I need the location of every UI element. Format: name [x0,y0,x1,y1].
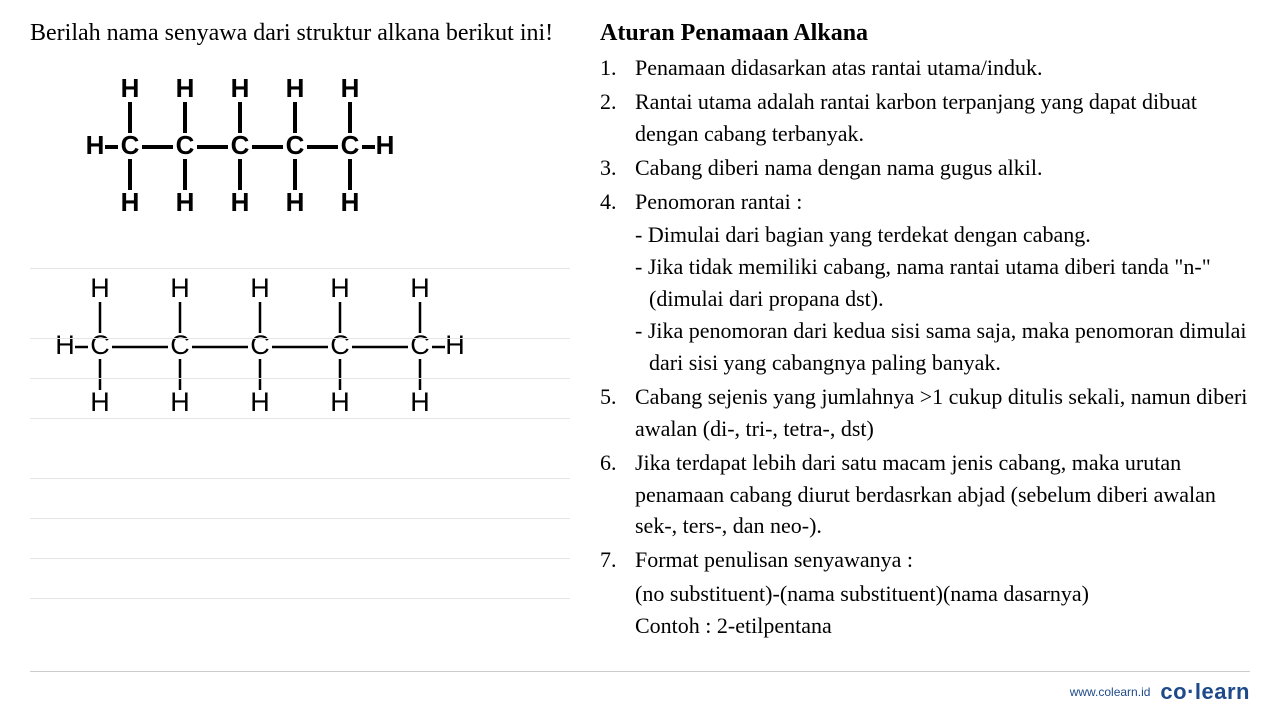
svg-text:H: H [376,130,395,160]
footer-divider [30,671,1250,672]
svg-text:H: H [170,387,190,417]
svg-text:C: C [231,130,250,160]
ruled-line [30,478,570,479]
rule-item: 7.Format penulisan senyawanya : [600,544,1250,576]
svg-text:C: C [250,330,270,360]
svg-text:H: H [250,387,270,417]
svg-text:H: H [86,130,105,160]
svg-text:H: H [121,73,140,103]
right-column: Aturan Penamaan Alkana 1.Penamaan didasa… [590,20,1250,660]
svg-text:C: C [170,330,190,360]
svg-text:C: C [90,330,110,360]
ruled-line [30,418,570,419]
svg-text:H: H [330,387,350,417]
rule-item: 2.Rantai utama adalah rantai karbon terp… [600,86,1250,150]
svg-text:H: H [121,187,140,217]
svg-text:C: C [286,130,305,160]
svg-text:H: H [55,330,75,360]
rule-item: 5.Cabang sejenis yang jumlahnya >1 cukup… [600,381,1250,445]
molecule-2-svg: CHHCHHCHHCHHCHHHH [40,262,550,432]
svg-text:H: H [176,187,195,217]
svg-text:C: C [176,130,195,160]
ruled-line [30,598,570,599]
footer-logo: co·learn [1160,679,1250,705]
rule-item: 1.Penamaan didasarkan atas rantai utama/… [600,52,1250,84]
svg-text:H: H [286,73,305,103]
molecule-1: CHHCHHCHHCHHCHHHH [70,62,570,232]
ruled-line [30,558,570,559]
molecule-2: CHHCHHCHHCHHCHHHH [40,262,570,432]
left-column: Berilah nama senyawa dari struktur alkan… [30,20,590,660]
svg-text:C: C [410,330,430,360]
svg-text:H: H [341,187,360,217]
svg-text:H: H [330,273,350,303]
rule-sub: - Dimulai dari bagian yang terdekat deng… [600,219,1250,378]
rules-title: Aturan Penamaan Alkana [600,20,1250,47]
rule-item: 3.Cabang diberi nama dengan nama gugus a… [600,152,1250,184]
ruled-line [30,518,570,519]
svg-text:C: C [330,330,350,360]
svg-text:H: H [231,73,250,103]
svg-text:H: H [250,273,270,303]
rules-list: 1.Penamaan didasarkan atas rantai utama/… [600,52,1250,642]
ruled-line [30,378,570,379]
svg-text:H: H [90,273,110,303]
svg-text:H: H [410,273,430,303]
svg-text:H: H [445,330,465,360]
footer: www.colearn.id co·learn [1070,679,1250,705]
svg-text:C: C [341,130,360,160]
svg-text:H: H [341,73,360,103]
svg-text:H: H [231,187,250,217]
svg-text:H: H [90,387,110,417]
svg-text:H: H [176,73,195,103]
svg-text:H: H [410,387,430,417]
svg-text:H: H [286,187,305,217]
rule-item: 6.Jika terdapat lebih dari satu macam je… [600,447,1250,543]
ruled-line [30,268,570,269]
question-text: Berilah nama senyawa dari struktur alkan… [30,20,570,47]
rule-extra: (no substituent)-(nama substituent)(nama… [600,578,1250,642]
footer-url: www.colearn.id [1070,685,1151,699]
rule-item: 4.Penomoran rantai : [600,186,1250,218]
svg-text:C: C [121,130,140,160]
svg-text:H: H [170,273,190,303]
molecule-1-svg: CHHCHHCHHCHHCHHHH [70,62,470,232]
ruled-line [30,338,570,339]
